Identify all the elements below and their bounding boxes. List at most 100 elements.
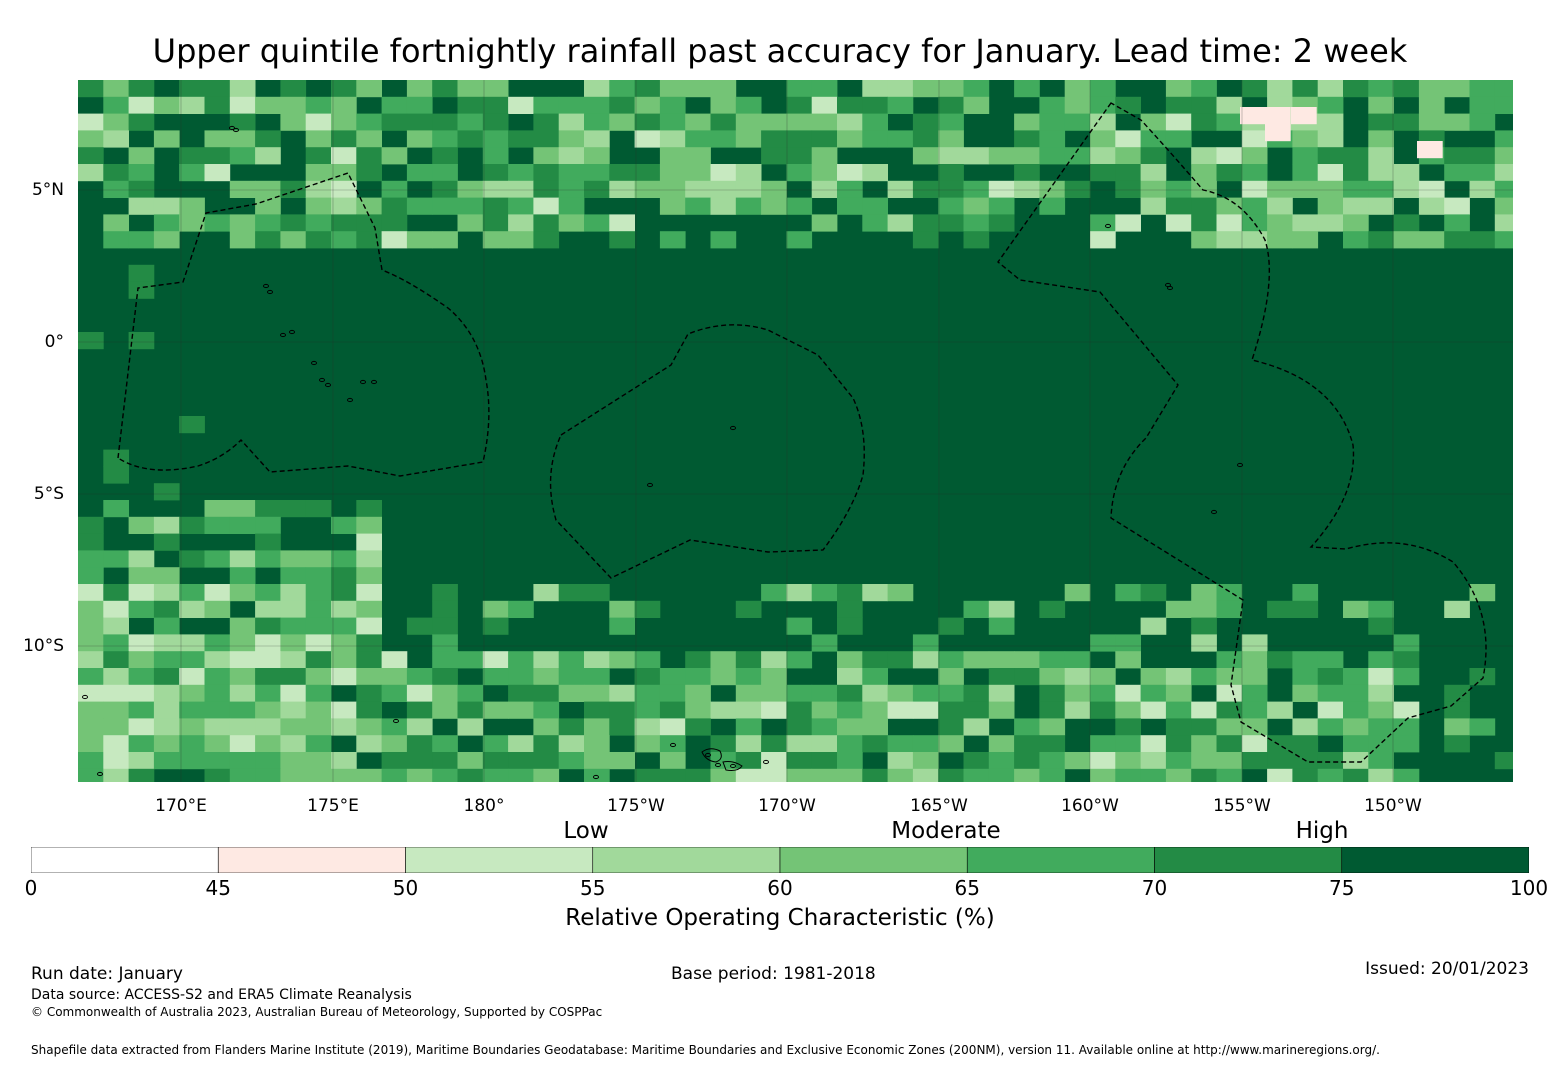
colorbar-tick-label: 65 [954,876,980,900]
roc-cell [482,96,509,114]
roc-cell [153,718,180,736]
roc-cell [1418,231,1445,249]
roc-cell [963,147,990,165]
roc-cell [634,768,661,782]
roc-cell [1090,96,1116,114]
roc-cell [634,96,661,114]
island-outline [647,482,653,488]
roc-cell [280,768,307,782]
roc-cell [1368,113,1394,131]
roc-cell [305,718,332,736]
roc-cell [533,197,560,215]
roc-cell [356,567,382,585]
roc-cell [1140,617,1167,635]
roc-cell [1191,164,1217,182]
roc-cell [1444,735,1470,753]
roc-cell [1343,701,1369,719]
roc-cell [609,113,635,131]
roc-cell [153,197,180,215]
roc-cell [128,668,155,686]
roc-cell [1191,197,1217,215]
roc-cell [229,567,256,585]
roc-cell [533,231,560,249]
roc-cell [280,567,307,585]
roc-cell [634,735,661,753]
roc-cell [406,701,433,719]
roc-cell [1165,96,1192,114]
roc-cell [1317,701,1344,719]
roc-cell [179,164,205,182]
roc-cell [558,130,585,148]
roc-cell [432,701,458,719]
roc-cell [103,180,129,198]
roc-cell [786,197,813,215]
lon-tick-175e: 175°E [307,796,359,816]
roc-cell [128,332,155,350]
roc-cell [1140,684,1167,702]
roc-cell [305,684,332,702]
roc-cell [78,668,104,686]
roc-cell [609,701,635,719]
roc-cell [1444,718,1470,736]
roc-cell [710,180,737,198]
roc-cell [584,584,610,602]
roc-cell [255,701,281,719]
roc-cell [609,718,635,736]
island-outline [280,332,286,338]
roc-cell [153,668,180,686]
roc-cell [457,768,484,782]
roc-cell [862,718,888,736]
roc-cell [128,264,155,282]
roc-cell [103,752,129,770]
roc-cell [1216,752,1243,770]
roc-cell [1216,768,1243,782]
roc-cell [1064,651,1091,669]
roc-cell [912,147,939,165]
roc-cell [305,164,332,182]
roc-cell [406,752,433,770]
colorbar-segment [966,847,1155,873]
roc-cell [1191,668,1217,686]
roc-cell [406,113,433,131]
roc-cell [482,701,509,719]
roc-cell [1014,735,1040,753]
roc-cell [508,130,534,148]
roc-cell [938,214,964,232]
roc-cell [1469,584,1496,602]
roc-cell [963,600,990,618]
roc-cell [103,617,129,635]
colorbar [31,847,1529,873]
roc-cell [153,130,180,148]
roc-cell [988,651,1015,669]
roc-cell [761,735,787,753]
roc-cell [280,600,307,618]
roc-cell [1469,96,1496,114]
roc-cell [1368,651,1394,669]
roc-cell [609,617,635,635]
roc-cell [1241,130,1268,148]
roc-cell [457,718,484,736]
roc-cell [508,668,534,686]
roc-cell [1494,147,1513,165]
roc-cell [331,584,357,602]
roc-cell [381,718,408,736]
island-outline [360,379,366,385]
roc-cell [938,768,964,782]
roc-cell [1014,164,1040,182]
roc-cell [609,96,635,114]
roc-cell [179,668,205,686]
roc-cell [1216,735,1243,753]
roc-cell [280,718,307,736]
roc-cell [837,197,863,215]
roc-cell [761,197,787,215]
roc-cell [1216,651,1243,669]
roc-cell [938,96,964,114]
colorbar-segment [1341,847,1529,873]
roc-cell [558,164,585,182]
roc-cell [356,533,382,551]
roc-cell [1039,768,1066,782]
roc-cell [786,231,813,249]
roc-cell [1090,113,1116,131]
roc-cell [1343,231,1369,249]
roc-cell [1292,735,1319,753]
